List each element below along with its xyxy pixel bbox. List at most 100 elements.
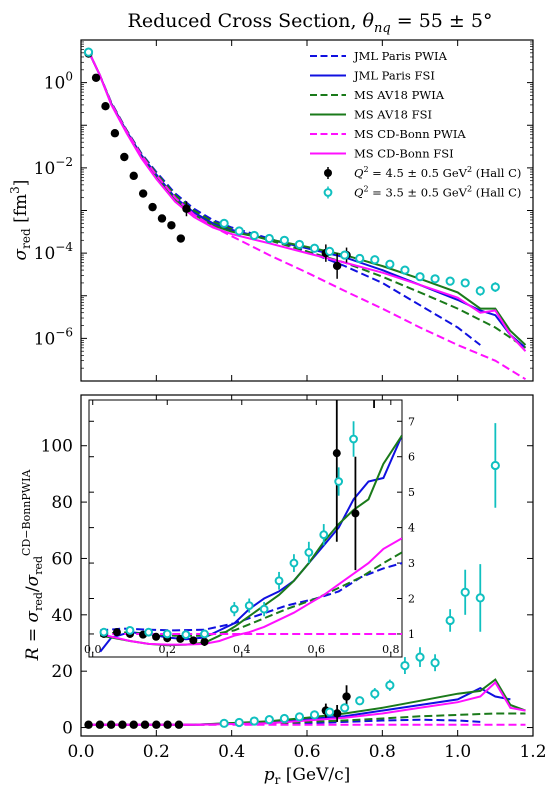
top-point-hallC-3.5: [460, 278, 470, 288]
chart-title: Reduced Cross Section, θnq = 55 ± 5°: [128, 10, 493, 36]
y-tick-label: 100: [41, 437, 73, 457]
bottom-point-hallC-3.5: [430, 658, 440, 668]
top-point-hallC-3.5: [249, 230, 259, 241]
inset-point-hallC-3.5: [349, 434, 358, 444]
top-point-hallC-4.5: [138, 189, 148, 198]
inset-point-hallC-4.5: [189, 636, 198, 645]
bottom-point-hallC-3.5: [340, 703, 350, 713]
inset-point-hallC-3.5: [304, 548, 314, 557]
x-tick-label: 0.4: [218, 742, 245, 762]
legend-label: MS AV18 PWIA: [354, 88, 445, 102]
bottom-point-hallC-4.5: [174, 720, 184, 729]
top-y-tick-label: 10−4: [34, 240, 74, 264]
top-point-hallC-3.5: [415, 272, 425, 282]
top-series: [87, 50, 527, 381]
top-point-hallC-3.5: [309, 243, 320, 253]
bottom-point-hallC-4.5: [342, 692, 351, 701]
inset-point-hallC-4.5: [351, 509, 360, 518]
bottom-point-hallC-3.5: [309, 710, 320, 720]
top-point-hallC-3.5: [370, 255, 380, 265]
inset-x-tick-label: 0.4: [233, 643, 251, 656]
legend-marker: [323, 188, 333, 197]
inset-point-hallC-3.5: [244, 601, 254, 610]
inset-x-tick-label: 0.8: [382, 643, 400, 656]
top-y-ticks: 100 10−2 10−4 10−6: [34, 39, 534, 382]
inset-point-hallC-3.5: [334, 477, 344, 486]
inset-y-tick-label: 1: [408, 628, 415, 641]
bottom-point-hallC-3.5: [219, 718, 229, 728]
bottom-ticks: 0.0 0.2 0.4 0.6 0.8 1.0 1.2 0 20 40 60 80 100: [41, 395, 547, 762]
bottom-point-hallC-3.5: [385, 680, 395, 690]
top-point-hallC-3.5: [385, 259, 395, 269]
top-point-hallC-3.5: [325, 246, 335, 256]
top-data-points: [83, 47, 500, 296]
legend-label: MS AV18 FSI: [354, 108, 432, 122]
top-point-hallC-4.5: [176, 234, 186, 243]
bottom-point-hallC-4.5: [129, 720, 138, 729]
inset-x-tick-label: 0.6: [308, 643, 326, 656]
legend-label: MS CD-Bonn FSI: [354, 147, 454, 161]
inset-point-hallC-3.5: [181, 630, 191, 640]
inset-y-tick-label: 2: [408, 593, 415, 606]
x-tick-label: 1.2: [519, 742, 546, 762]
top-point-hallC-4.5: [148, 202, 157, 212]
top-y-tick-label: 100: [44, 70, 73, 94]
bottom-point-hallC-3.5: [490, 460, 500, 471]
top-point-hallC-3.5: [445, 276, 455, 286]
bottom-point-hallC-3.5: [249, 716, 259, 726]
y-tick-label: 20: [51, 662, 73, 682]
bottom-point-hallC-3.5: [294, 712, 305, 722]
bottom-point-hallC-4.5: [84, 720, 93, 729]
bottom-series-line: [88, 718, 481, 726]
bottom-point-hallC-3.5: [400, 660, 410, 671]
inset-point-hallC-3.5: [144, 627, 154, 637]
inset-point-hallC-3.5: [125, 626, 135, 635]
top-point-hallC-3.5: [294, 239, 305, 250]
bottom-point-hallC-3.5: [325, 707, 335, 717]
top-point-hallC-4.5: [120, 152, 129, 162]
bottom-point-hallC-4.5: [152, 720, 161, 729]
inset-point-hallC-3.5: [200, 629, 209, 639]
bottom-point-hallC-3.5: [475, 593, 485, 603]
top-point-hallC-4.5: [101, 101, 110, 111]
top-point-hallC-3.5: [234, 226, 244, 236]
legend: JML Paris PWIA JML Paris FSI MS AV18 PWIA M…: [310, 49, 521, 200]
top-point-hallC-4.5: [91, 73, 101, 82]
inset-y-tick-label: 6: [408, 451, 415, 464]
bottom-point-hallC-3.5: [234, 717, 244, 728]
legend-label: JML Paris PWIA: [353, 49, 448, 63]
x-axis-label: pr [GeV/c]: [264, 765, 350, 787]
legend-label: Q2 = 4.5 ± 0.5 GeV2 (Hall C): [354, 165, 521, 180]
inset-x-tick-label: 0.0: [84, 643, 102, 656]
inset-point-hallC-4.5: [332, 449, 341, 458]
inset-series-line: [99, 537, 402, 646]
inset-background: [88, 399, 403, 658]
inset-y-tick-label: 5: [408, 486, 415, 499]
top-point-hallC-3.5: [355, 253, 365, 264]
inset-ticks: 0.0 0.2 0.4 0.6 0.8 1 2 3 4 5 6 7: [84, 400, 415, 657]
inset-panel: 0.0 0.2 0.4 0.6 0.8 1 2 3 4 5 6 7: [84, 399, 415, 658]
top-y-tick-label: 10−2: [34, 155, 73, 179]
bottom-point-hallC-4.5: [163, 720, 172, 729]
x-tick-label: 0.2: [143, 742, 170, 762]
bottom-series: [88, 678, 526, 726]
inset-point-hallC-4.5: [200, 637, 209, 646]
top-point-hallC-3.5: [340, 250, 350, 260]
top-series-line: [87, 50, 527, 352]
legend-label: JML Paris FSI: [353, 69, 435, 83]
y-tick-label: 60: [51, 549, 73, 569]
bottom-point-hallC-3.5: [460, 587, 470, 597]
top-point-hallC-3.5: [279, 235, 289, 245]
x-tick-label: 0.6: [293, 742, 320, 762]
inset-point-hallC-3.5: [259, 604, 269, 614]
bottom-panel: 0.0 0.2 0.4 0.6 0.8 1.0 1.2 0 20 40 60 80 100 pr [Ge…: [20, 394, 547, 787]
top-point-hallC-4.5: [182, 204, 191, 213]
bottom-point-hallC-3.5: [264, 715, 274, 725]
x-tick-label: 1.0: [444, 742, 471, 762]
top-point-hallC-3.5: [400, 265, 410, 275]
inset-point-hallC-4.5: [112, 628, 121, 637]
top-point-hallC-3.5: [264, 233, 274, 244]
top-point-hallC-4.5: [332, 261, 342, 271]
